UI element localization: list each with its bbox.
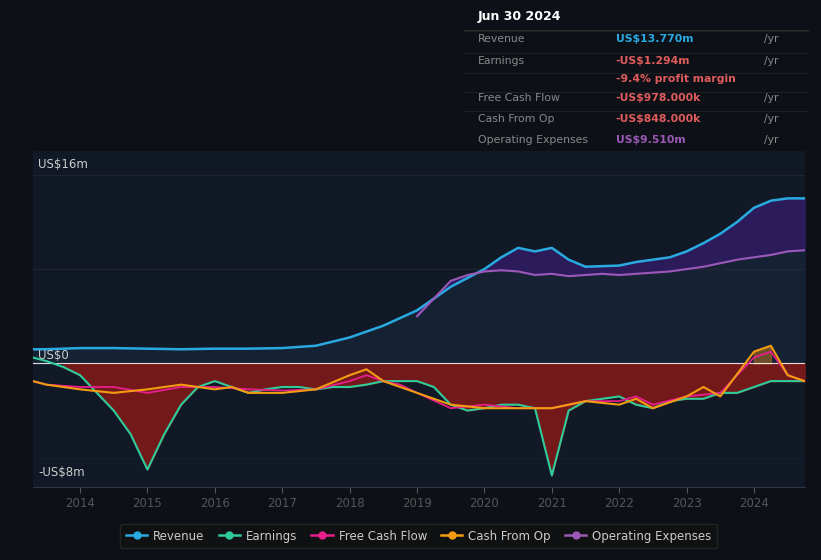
Text: /yr: /yr: [764, 56, 778, 66]
Text: -US$848.000k: -US$848.000k: [616, 114, 701, 124]
Text: /yr: /yr: [764, 114, 778, 124]
Text: -9.4% profit margin: -9.4% profit margin: [616, 74, 736, 84]
Text: Operating Expenses: Operating Expenses: [478, 135, 588, 145]
Text: -US$978.000k: -US$978.000k: [616, 94, 701, 104]
Text: US$9.510m: US$9.510m: [616, 135, 686, 145]
Text: Cash From Op: Cash From Op: [478, 114, 554, 124]
Text: -US$8m: -US$8m: [39, 466, 85, 479]
Text: US$0: US$0: [39, 349, 69, 362]
Text: Revenue: Revenue: [478, 34, 525, 44]
Text: Free Cash Flow: Free Cash Flow: [478, 94, 560, 104]
Text: /yr: /yr: [764, 34, 778, 44]
Text: /yr: /yr: [764, 135, 778, 145]
Text: /yr: /yr: [764, 94, 778, 104]
Legend: Revenue, Earnings, Free Cash Flow, Cash From Op, Operating Expenses: Revenue, Earnings, Free Cash Flow, Cash …: [120, 524, 718, 548]
Text: US$16m: US$16m: [39, 158, 88, 171]
Text: -US$1.294m: -US$1.294m: [616, 56, 690, 66]
Text: Jun 30 2024: Jun 30 2024: [478, 10, 562, 23]
Text: US$13.770m: US$13.770m: [616, 34, 693, 44]
Text: Earnings: Earnings: [478, 56, 525, 66]
